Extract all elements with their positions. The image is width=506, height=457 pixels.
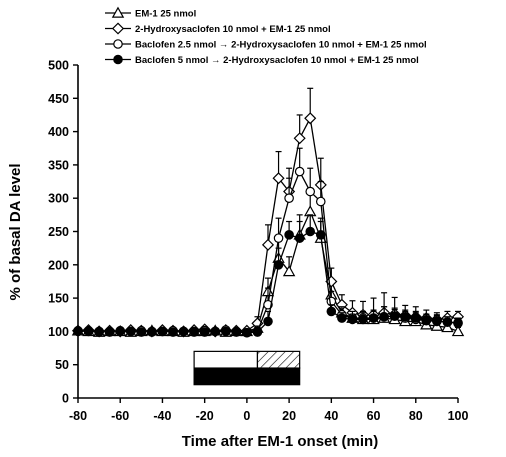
data-point bbox=[304, 112, 317, 125]
data-point bbox=[442, 317, 453, 327]
y-tick-label: 200 bbox=[48, 258, 69, 272]
data-point bbox=[104, 327, 115, 337]
data-point bbox=[293, 132, 306, 145]
data-point bbox=[210, 326, 221, 337]
data-point bbox=[368, 313, 379, 323]
legend-label: EM-1 25 nmol bbox=[135, 9, 196, 20]
x-tick-label: -20 bbox=[196, 409, 214, 423]
data-point bbox=[125, 326, 136, 337]
data-point bbox=[94, 326, 104, 337]
data-point bbox=[261, 238, 275, 251]
data-point bbox=[315, 196, 326, 207]
legend-marker bbox=[111, 22, 125, 35]
legend-marker bbox=[113, 54, 123, 65]
data-point bbox=[315, 230, 326, 240]
axes: Time after EM-1 onset (min) % of basal D… bbox=[7, 59, 468, 451]
data-point bbox=[252, 327, 263, 337]
data-point bbox=[136, 327, 147, 337]
data-point bbox=[358, 314, 368, 325]
data-point bbox=[305, 226, 316, 237]
data-point bbox=[432, 315, 442, 326]
data-point bbox=[294, 233, 305, 243]
data-point bbox=[410, 313, 421, 323]
data-point bbox=[273, 233, 284, 243]
data-point bbox=[294, 166, 305, 177]
data-point bbox=[220, 326, 231, 337]
data-point bbox=[337, 313, 347, 323]
y-tick-label: 50 bbox=[55, 358, 69, 372]
data-point bbox=[178, 326, 189, 337]
y-tick-label: 300 bbox=[48, 192, 69, 206]
x-tick-label: -40 bbox=[153, 409, 171, 423]
data-point bbox=[189, 326, 199, 337]
y-tick-label: 250 bbox=[48, 225, 69, 239]
legend-label: Baclofen 2.5 nmol → 2-Hydroxysaclofen 10… bbox=[135, 40, 427, 51]
x-tick-label: 0 bbox=[243, 409, 250, 423]
legend: EM-1 25 nmol 2-Hydroxysaclofen 10 nmol + … bbox=[105, 6, 427, 66]
data-point bbox=[284, 193, 294, 203]
data-point bbox=[379, 311, 389, 322]
data-point bbox=[199, 327, 210, 337]
data-point bbox=[453, 317, 463, 328]
y-tick-label: 0 bbox=[62, 392, 69, 406]
data-point bbox=[400, 311, 411, 322]
treatment-bar-2 bbox=[256, 350, 301, 369]
x-tick-label: -80 bbox=[69, 409, 87, 423]
data-point bbox=[168, 327, 178, 337]
data-point bbox=[157, 326, 168, 337]
data-point bbox=[284, 230, 294, 240]
legend-label: Baclofen 5 nmol → 2-Hydroxysaclofen 10 n… bbox=[135, 55, 419, 66]
x-tick-label: 20 bbox=[282, 409, 296, 423]
y-tick-label: 100 bbox=[48, 325, 69, 339]
legend-marker bbox=[113, 39, 123, 49]
legend-label: 2-Hydroxysaclofen 10 nmol + EM-1 25 nmol bbox=[135, 24, 331, 35]
data-point bbox=[451, 324, 465, 337]
data-point bbox=[263, 316, 273, 327]
x-tick-label: 100 bbox=[448, 409, 469, 423]
x-tick-label: -60 bbox=[111, 409, 129, 423]
data-point bbox=[231, 327, 242, 337]
data-point bbox=[272, 172, 285, 185]
x-tick-label: 80 bbox=[409, 409, 423, 423]
data-point bbox=[347, 314, 358, 325]
y-tick-label: 150 bbox=[48, 292, 69, 306]
data-point bbox=[282, 265, 296, 277]
legend-marker bbox=[111, 6, 125, 18]
data-point bbox=[389, 311, 400, 321]
y-tick-label: 350 bbox=[48, 158, 69, 172]
treatment-bar-0 bbox=[193, 367, 301, 386]
x-axis-title: Time after EM-1 onset (min) bbox=[182, 433, 378, 450]
data-point bbox=[147, 326, 157, 337]
data-point bbox=[115, 326, 126, 337]
data-point bbox=[326, 306, 337, 317]
data-point bbox=[242, 327, 252, 338]
y-axis-title: % of basal DA level bbox=[7, 164, 24, 301]
data-point bbox=[441, 320, 454, 333]
series-3 bbox=[73, 214, 463, 338]
data-point bbox=[83, 326, 94, 337]
y-tick-label: 450 bbox=[48, 92, 69, 106]
y-tick-label: 400 bbox=[48, 125, 69, 139]
data-point bbox=[421, 315, 432, 325]
x-tick-label: 60 bbox=[367, 409, 381, 423]
y-tick-label: 500 bbox=[48, 59, 69, 73]
x-tick-label: 40 bbox=[324, 409, 338, 423]
treatment-bar-1 bbox=[193, 350, 259, 369]
plot-area bbox=[71, 87, 465, 386]
data-point bbox=[273, 259, 284, 270]
data-point bbox=[305, 186, 316, 197]
